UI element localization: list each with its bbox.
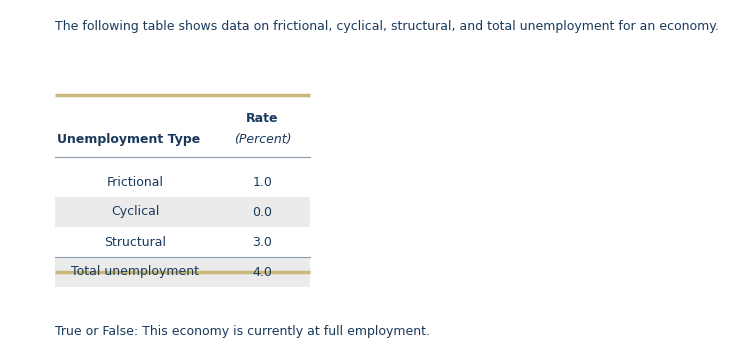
Text: Frictional: Frictional: [106, 176, 164, 189]
Text: Total unemployment: Total unemployment: [71, 265, 199, 278]
Text: 4.0: 4.0: [253, 265, 272, 278]
Text: True or False: This economy is currently at full employment.: True or False: This economy is currently…: [55, 325, 430, 338]
Text: Structural: Structural: [104, 236, 166, 248]
Text: Cyclical: Cyclical: [111, 206, 159, 219]
Text: (Percent): (Percent): [233, 134, 291, 147]
Text: Unemployment Type: Unemployment Type: [57, 134, 200, 147]
Text: Rate: Rate: [246, 111, 279, 125]
Text: 1.0: 1.0: [253, 176, 272, 189]
Bar: [55, 257, 310, 287]
Text: The following table shows data on frictional, cyclical, structural, and total un: The following table shows data on fricti…: [55, 20, 719, 33]
Bar: [55, 197, 310, 227]
Text: 0.0: 0.0: [253, 206, 272, 219]
Text: 3.0: 3.0: [253, 236, 272, 248]
